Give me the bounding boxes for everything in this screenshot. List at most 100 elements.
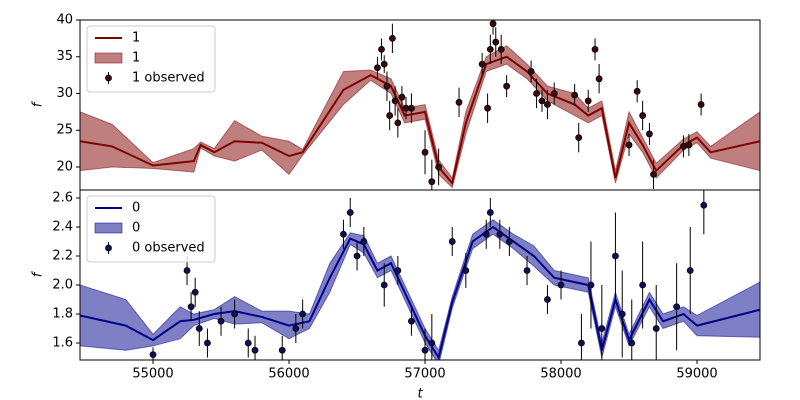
- observed-point: [204, 339, 211, 347]
- y-tick-label: 2.6: [52, 190, 73, 205]
- y-tick-label: 30: [56, 86, 73, 101]
- observed-point: [652, 325, 660, 332]
- observed-point: [374, 64, 381, 72]
- observed-point: [455, 98, 463, 106]
- observed-point: [380, 281, 388, 289]
- observed-point: [544, 296, 551, 303]
- plot-area: [80, 20, 760, 190]
- observed-point: [486, 45, 494, 53]
- legend-label: 1: [132, 51, 140, 66]
- y-tick-label: 1.6: [52, 336, 73, 351]
- observed-point: [646, 130, 653, 138]
- observed-point: [496, 230, 504, 238]
- observed-point: [435, 163, 443, 171]
- confidence-band: [80, 219, 760, 360]
- plot-area: [80, 190, 760, 360]
- observed-point: [299, 310, 307, 318]
- legend-label: 1: [132, 31, 140, 46]
- y-axis-label: f: [31, 270, 46, 277]
- x-tick-label: 59000: [676, 367, 717, 382]
- observed-point: [251, 346, 259, 354]
- y-tick-label: 1.8: [52, 307, 73, 322]
- legend-label: 1 observed: [132, 71, 205, 86]
- observed-point: [428, 339, 436, 347]
- observed-point: [486, 209, 494, 216]
- observed-point: [598, 325, 606, 332]
- observed-point: [398, 93, 406, 101]
- observed-point: [650, 170, 657, 178]
- y-tick-label: 35: [56, 49, 73, 64]
- observed-point: [523, 267, 531, 274]
- observed-point: [639, 112, 647, 119]
- observed-point: [394, 119, 402, 127]
- observed-point: [195, 325, 203, 332]
- observed-point: [478, 60, 486, 68]
- observed-point: [408, 104, 415, 112]
- observed-point: [544, 101, 551, 108]
- observed-point: [489, 20, 497, 28]
- observed-point: [346, 209, 354, 216]
- observed-point: [378, 45, 385, 53]
- observed-point: [231, 310, 239, 318]
- x-tick-label: 56000: [268, 367, 309, 382]
- observed-point: [628, 339, 636, 347]
- mean-line: [80, 55, 760, 186]
- observed-point: [462, 267, 470, 274]
- x-tick-label: 55000: [132, 367, 173, 382]
- observed-point: [587, 281, 595, 289]
- observed-point: [685, 141, 693, 149]
- observed-point: [408, 317, 415, 325]
- legend-label: 0: [132, 221, 140, 236]
- x-axis-label: t: [417, 387, 423, 400]
- legend-patch: [94, 52, 123, 64]
- observed-point: [391, 97, 399, 105]
- y-tick-label: 2.2: [52, 248, 73, 263]
- observed-point: [697, 101, 705, 108]
- observed-point: [340, 230, 347, 238]
- observed-point: [571, 91, 579, 99]
- observed-point: [191, 288, 199, 296]
- confidence-band: [80, 45, 760, 189]
- observed-point: [686, 267, 694, 274]
- observed-point: [386, 112, 394, 119]
- observed-point: [421, 148, 429, 156]
- observed-point: [538, 97, 546, 105]
- observed-point: [595, 75, 603, 83]
- observed-point: [575, 134, 583, 141]
- observed-point: [244, 339, 252, 347]
- observed-point: [527, 68, 535, 75]
- observed-point: [557, 281, 565, 289]
- observed-point: [633, 87, 641, 95]
- legend-box: [86, 25, 216, 93]
- observed-point: [149, 351, 157, 359]
- observed-point: [394, 267, 402, 274]
- legend-marker: [105, 244, 112, 252]
- observed-point: [388, 34, 396, 42]
- legend-box: [86, 195, 216, 263]
- axes-frame: [79, 189, 761, 361]
- x-tick-label: 57000: [404, 367, 445, 382]
- observed-point: [618, 310, 626, 318]
- observed-point: [292, 325, 300, 332]
- observed-point: [497, 45, 505, 53]
- observed-point: [353, 252, 361, 260]
- legend-label: 0 observed: [132, 241, 205, 256]
- observed-point: [360, 238, 368, 245]
- observed-point: [625, 141, 633, 149]
- observed-point: [700, 201, 708, 209]
- observed-point: [503, 82, 511, 90]
- observed-point: [482, 230, 490, 238]
- observed-point: [278, 346, 286, 354]
- observed-point: [673, 303, 681, 311]
- observed-point: [550, 90, 558, 97]
- observed-point: [484, 104, 491, 112]
- observed-point: [612, 252, 619, 260]
- observed-point: [492, 38, 500, 46]
- y-axis-label: f: [31, 100, 46, 107]
- y-tick-label: 40: [56, 13, 73, 28]
- observed-point: [428, 178, 436, 186]
- x-tick-label: 58000: [540, 367, 581, 382]
- y-tick-label: 20: [56, 159, 73, 174]
- legend-marker: [105, 74, 112, 82]
